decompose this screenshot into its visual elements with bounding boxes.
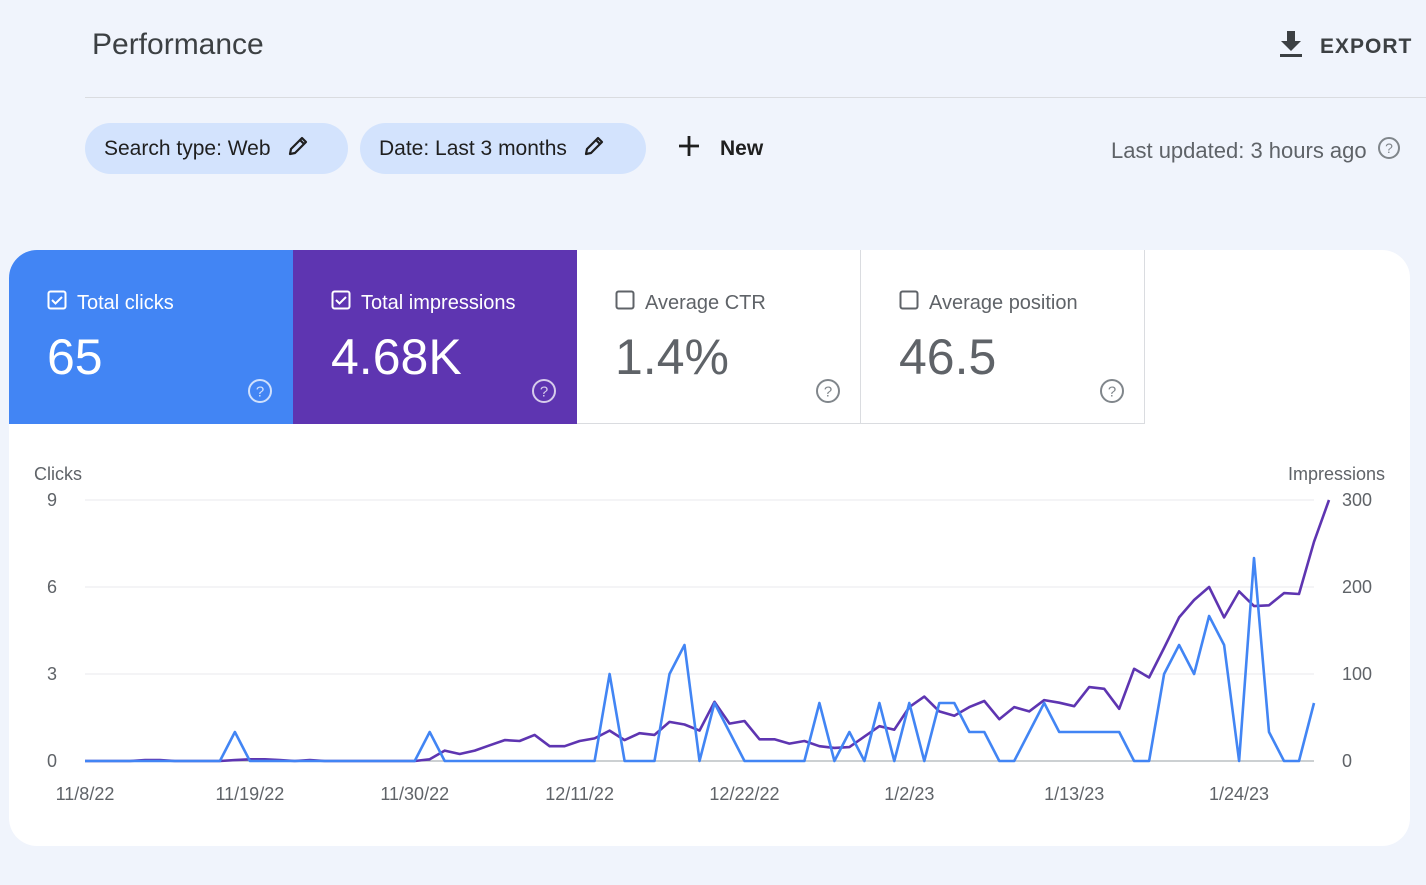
x-tick-label: 11/19/22	[215, 784, 284, 804]
date-filter-label: Date: Last 3 months	[379, 136, 567, 160]
pencil-icon	[271, 135, 309, 163]
new-filter-label: New	[720, 137, 764, 160]
right-axis-label: Impressions	[1288, 464, 1385, 484]
search-type-filter-chip[interactable]: Search type: Web	[85, 123, 348, 174]
right-tick-label: 0	[1342, 751, 1352, 771]
x-tick-label: 1/24/23	[1209, 784, 1269, 804]
left-tick-label: 9	[47, 490, 57, 510]
x-tick-label: 1/2/23	[884, 784, 934, 804]
search-type-label: Search type: Web	[104, 136, 271, 160]
last-updated-text: Last updated: 3 hours ago	[1111, 138, 1367, 163]
checkbox-checked-icon[interactable]	[47, 290, 67, 316]
performance-card: Total clicks 65 ? Total impressions 4.68…	[9, 250, 1410, 846]
x-tick-label: 1/13/23	[1044, 784, 1104, 804]
series-line-impressions	[85, 499, 1331, 763]
metric-value: 1.4%	[615, 329, 729, 385]
svg-text:?: ?	[1385, 140, 1393, 156]
checkbox-unchecked-icon[interactable]	[615, 290, 635, 316]
x-tick-label: 12/11/22	[545, 784, 614, 804]
pencil-icon	[567, 135, 605, 163]
metric-label: Total impressions	[361, 291, 516, 314]
x-tick-label: 12/22/22	[709, 784, 779, 804]
metric-total-impressions[interactable]: Total impressions 4.68K ?	[293, 250, 577, 424]
metric-average-position[interactable]: Average position 46.5 ?	[861, 250, 1145, 424]
metric-label: Average position	[929, 291, 1078, 314]
checkbox-unchecked-icon[interactable]	[899, 290, 919, 316]
left-tick-label: 0	[47, 751, 57, 771]
metric-value: 65	[47, 329, 103, 385]
export-label: EXPORT	[1320, 35, 1413, 58]
left-axis-label: Clicks	[34, 464, 82, 484]
metric-total-clicks[interactable]: Total clicks 65 ?	[9, 250, 293, 424]
right-tick-label: 300	[1342, 490, 1372, 510]
right-tick-label: 100	[1342, 664, 1372, 684]
svg-text:?: ?	[1108, 384, 1116, 401]
date-filter-chip[interactable]: Date: Last 3 months	[360, 123, 646, 174]
plus-icon	[676, 133, 702, 165]
performance-chart[interactable]: 0 3 6 9 0 100 200 300 Clicks Impressions 11/8/22 11…	[9, 250, 1410, 846]
metric-label: Total clicks	[77, 291, 174, 314]
right-tick-label: 200	[1342, 577, 1372, 597]
header-divider	[85, 97, 1426, 98]
metric-label: Average CTR	[645, 291, 766, 314]
metric-average-ctr[interactable]: Average CTR 1.4% ?	[577, 250, 861, 424]
page-title: Performance	[92, 28, 264, 61]
svg-text:?: ?	[256, 384, 264, 401]
x-tick-label: 11/8/22	[56, 784, 115, 804]
svg-text:?: ?	[540, 384, 548, 401]
help-icon[interactable]: ?	[1377, 136, 1401, 166]
x-tick-label: 11/30/22	[380, 784, 449, 804]
left-tick-label: 3	[47, 664, 57, 684]
help-icon[interactable]: ?	[815, 378, 841, 409]
help-icon[interactable]: ?	[247, 378, 273, 409]
last-updated: Last updated: 3 hours ago ?	[1111, 136, 1401, 166]
metric-value: 4.68K	[331, 329, 462, 385]
help-icon[interactable]: ?	[1099, 378, 1125, 409]
checkbox-checked-icon[interactable]	[331, 290, 351, 316]
series-line-clicks	[85, 556, 1316, 763]
svg-text:?: ?	[824, 384, 832, 401]
download-icon	[1278, 30, 1304, 64]
new-filter-button[interactable]: New	[676, 128, 763, 170]
metric-value: 46.5	[899, 329, 997, 385]
help-icon[interactable]: ?	[531, 378, 557, 409]
left-tick-label: 6	[47, 577, 57, 597]
export-button[interactable]: EXPORT	[1278, 30, 1412, 64]
